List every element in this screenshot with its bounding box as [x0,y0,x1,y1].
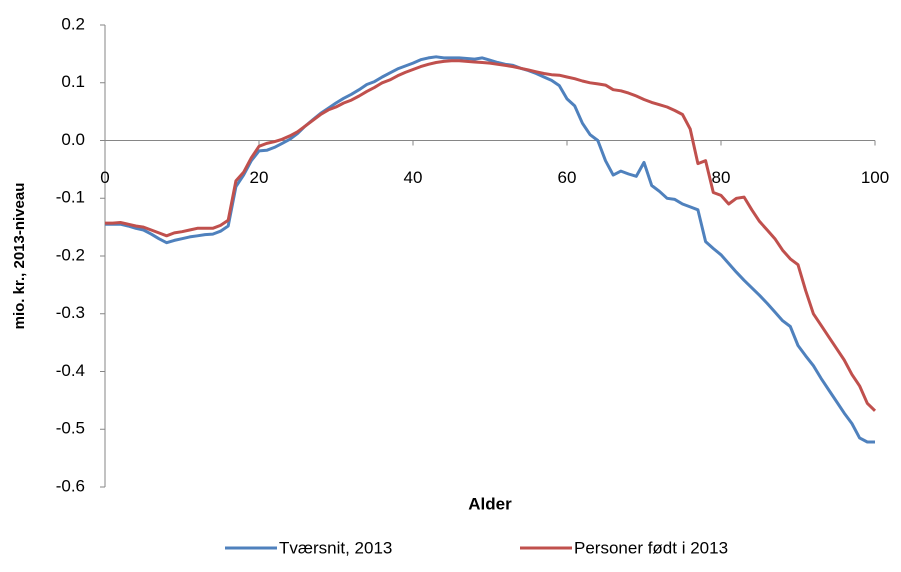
x-axis-title: Alder [468,494,512,513]
x-tick-label: 60 [558,168,577,187]
y-tick-label: -0.1 [56,188,85,207]
legend-label: Personer født i 2013 [574,538,728,557]
x-tick-label: 40 [404,168,423,187]
y-tick-label: -0.4 [56,361,85,380]
x-tick-label: 100 [861,168,889,187]
legend-label: Tværsnit, 2013 [279,538,392,557]
y-tick-label: 0.2 [61,14,85,33]
y-tick-label: -0.6 [56,476,85,495]
y-tick-label: -0.5 [56,419,85,438]
y-tick-label: -0.3 [56,303,85,322]
x-tick-label: 80 [712,168,731,187]
y-axis-title: mio. kr., 2013-niveau [11,183,28,330]
series-line [105,55,875,444]
y-tick-label: 0.0 [61,130,85,149]
y-tick-label: 0.1 [61,72,85,91]
x-tick-label: 0 [100,168,109,187]
series-line [105,59,877,412]
x-tick-label: 20 [250,168,269,187]
y-tick-label: -0.2 [56,245,85,264]
